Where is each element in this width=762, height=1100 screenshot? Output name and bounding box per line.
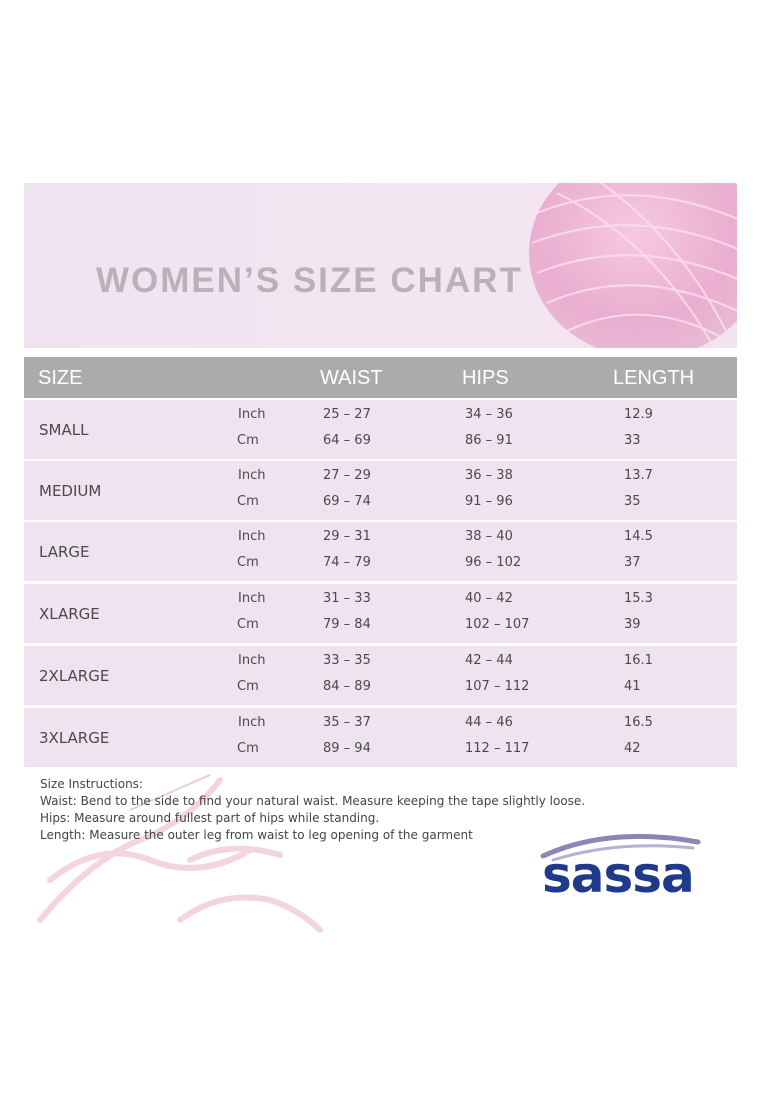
waist-cm: 74 – 79 — [323, 555, 371, 570]
hips-cm: 107 – 112 — [465, 679, 530, 694]
waist-inch: 31 – 33 — [323, 591, 371, 606]
unit-cm: Cm — [237, 494, 259, 509]
waist-cm: 89 – 94 — [323, 741, 371, 756]
length-cm: 41 — [624, 679, 641, 694]
hips-inch: 34 – 36 — [465, 407, 513, 422]
waist-inch: 25 – 27 — [323, 407, 371, 422]
table-row: XLARGE Inch Cm 31 – 33 79 – 84 40 – 42 1… — [24, 584, 737, 643]
hips-cm: 86 – 91 — [465, 433, 513, 448]
length-inch: 14.5 — [624, 529, 653, 544]
length-inch: 16.1 — [624, 653, 653, 668]
unit-inch: Inch — [238, 529, 266, 544]
yarn-ball-illustration — [529, 183, 737, 348]
size-label: LARGE — [39, 543, 90, 561]
header-hips: HIPS — [462, 367, 509, 389]
yarn-sketch-illustration — [37, 774, 323, 933]
waist-cm: 69 – 74 — [323, 494, 371, 509]
table-row: SMALL Inch Cm 25 – 27 64 – 69 34 – 36 86… — [24, 400, 737, 459]
hips-cm: 96 – 102 — [465, 555, 522, 570]
unit-inch: Inch — [238, 407, 266, 422]
waist-inch: 35 – 37 — [323, 715, 371, 730]
hips-cm: 91 – 96 — [465, 494, 513, 509]
length-inch: 13.7 — [624, 468, 653, 483]
hips-cm: 102 – 107 — [465, 617, 530, 632]
hips-inch: 38 – 40 — [465, 529, 513, 544]
header-size: SIZE — [38, 367, 83, 389]
waist-cm: 79 – 84 — [323, 617, 371, 632]
hips-inch: 36 – 38 — [465, 468, 513, 483]
unit-cm: Cm — [237, 741, 259, 756]
unit-inch: Inch — [238, 591, 266, 606]
unit-inch: Inch — [238, 653, 266, 668]
size-label: 2XLARGE — [39, 667, 110, 685]
hips-inch: 40 – 42 — [465, 591, 513, 606]
length-cm: 42 — [624, 741, 641, 756]
waist-inch: 29 – 31 — [323, 529, 371, 544]
hips-inch: 44 – 46 — [465, 715, 513, 730]
size-instructions: Size Instructions: Waist: Bend to the si… — [40, 776, 600, 844]
length-inch: 15.3 — [624, 591, 653, 606]
table-row: MEDIUM Inch Cm 27 – 29 69 – 74 36 – 38 9… — [24, 461, 737, 520]
waist-cm: 64 – 69 — [323, 433, 371, 448]
size-label: MEDIUM — [39, 482, 102, 500]
table-row: 2XLARGE Inch Cm 33 – 35 84 – 89 42 – 44 … — [24, 646, 737, 705]
instruction-waist: Waist: Bend to the side to find your nat… — [40, 794, 586, 808]
table-row: 3XLARGE Inch Cm 35 – 37 89 – 94 44 – 46 … — [24, 708, 737, 767]
length-cm: 37 — [624, 555, 641, 570]
header-waist: WAIST — [320, 367, 383, 389]
waist-inch: 27 – 29 — [323, 468, 371, 483]
size-label: XLARGE — [39, 605, 100, 623]
table-row: LARGE Inch Cm 29 – 31 74 – 79 38 – 40 96… — [24, 522, 737, 581]
size-label: 3XLARGE — [39, 729, 110, 747]
brand-logo: sassa — [538, 832, 703, 904]
length-cm: 33 — [624, 433, 641, 448]
size-label: SMALL — [39, 421, 89, 439]
hips-inch: 42 – 44 — [465, 653, 513, 668]
length-inch: 16.5 — [624, 715, 653, 730]
unit-inch: Inch — [238, 715, 266, 730]
unit-inch: Inch — [238, 468, 266, 483]
table-header: SIZE WAIST HIPS LENGTH — [24, 357, 737, 398]
length-cm: 35 — [624, 494, 641, 509]
instruction-hips: Hips: Measure around fullest part of hip… — [40, 811, 380, 825]
length-cm: 39 — [624, 617, 641, 632]
hips-cm: 112 – 117 — [465, 741, 530, 756]
unit-cm: Cm — [237, 617, 259, 632]
logo-swoosh-icon — [540, 833, 701, 862]
instructions-heading: Size Instructions: — [40, 777, 143, 791]
chart-title: WOMEN’S SIZE CHART — [96, 261, 523, 300]
instruction-length: Length: Measure the outer leg from waist… — [40, 828, 473, 842]
title-banner: WOMEN’S SIZE CHART — [24, 183, 737, 348]
header-length: LENGTH — [613, 367, 695, 389]
unit-cm: Cm — [237, 433, 259, 448]
unit-cm: Cm — [237, 555, 259, 570]
length-inch: 12.9 — [624, 407, 653, 422]
waist-inch: 33 – 35 — [323, 653, 371, 668]
logo-wordmark: sassa — [542, 846, 695, 904]
waist-cm: 84 – 89 — [323, 679, 371, 694]
unit-cm: Cm — [237, 679, 259, 694]
